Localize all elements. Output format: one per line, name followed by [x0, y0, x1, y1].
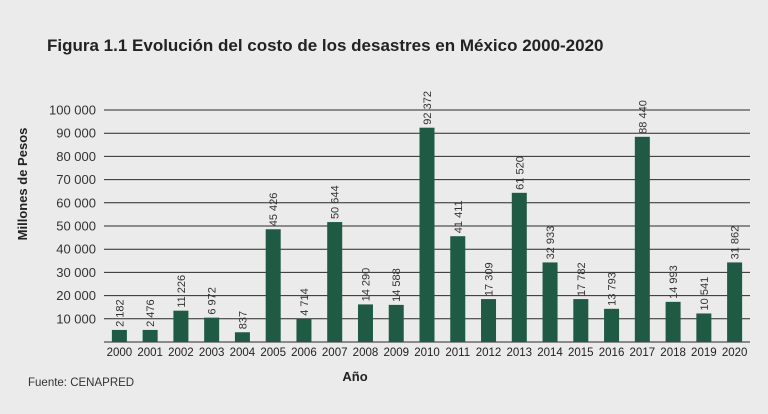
data-label: 837 — [237, 311, 249, 329]
data-label: 14 290 — [360, 268, 372, 302]
x-tick-label: 2011 — [445, 347, 470, 359]
bar — [419, 127, 435, 342]
bar — [727, 262, 743, 342]
y-tick-label: 80 000 — [56, 149, 96, 164]
data-label: 10 541 — [699, 277, 711, 311]
data-label: 45 426 — [268, 193, 280, 227]
bar — [296, 318, 312, 342]
bar — [204, 317, 220, 342]
bar — [542, 262, 558, 342]
data-label: 61 520 — [514, 156, 526, 190]
bar — [665, 301, 681, 342]
y-tick-label: 90 000 — [56, 126, 96, 141]
x-tick-label: 2015 — [568, 347, 594, 359]
x-tick-label: 2018 — [660, 347, 686, 359]
bar — [511, 192, 527, 342]
data-label: 17 309 — [484, 262, 496, 296]
data-label: 32 933 — [545, 226, 557, 260]
data-label: 50 644 — [330, 185, 342, 219]
bar — [388, 304, 404, 342]
x-tick-label: 2004 — [230, 347, 256, 359]
x-tick-label: 2007 — [322, 347, 348, 359]
x-tick-label: 2001 — [137, 347, 163, 359]
bar — [357, 304, 373, 342]
y-tick-label: 40 000 — [56, 242, 96, 257]
bars — [111, 127, 743, 342]
x-tick-label: 2019 — [691, 347, 717, 359]
x-axis-title: Año — [342, 369, 367, 384]
data-label: 14 993 — [668, 265, 680, 299]
bar — [111, 329, 127, 342]
x-tick-label: 2010 — [414, 347, 440, 359]
x-tick-label: 2014 — [537, 347, 563, 359]
bar — [604, 308, 620, 342]
y-tick-label: 70 000 — [56, 172, 96, 187]
data-labels: 2 182 2 476 11 226 6 972 837 45 426 4 714 50 64… — [114, 91, 741, 329]
y-tick-label: 30 000 — [56, 265, 96, 280]
chart-title: Figura 1.1 Evolución del costo de los de… — [47, 36, 604, 55]
data-label: 2 182 — [114, 299, 126, 327]
data-label: 88 440 — [637, 100, 649, 134]
x-tick-label: 2003 — [199, 347, 225, 359]
y-tick-label: 60 000 — [56, 195, 96, 210]
bar — [481, 299, 497, 342]
source-note: Fuente: CENAPRED — [28, 377, 134, 389]
bar — [634, 136, 650, 342]
data-label: 11 226 — [176, 275, 188, 308]
x-tick-label: 2008 — [353, 347, 379, 359]
bar — [327, 222, 343, 342]
bar — [450, 236, 466, 342]
data-label: 2 476 — [145, 299, 157, 327]
x-tick-label: 2002 — [168, 347, 194, 359]
y-tick-label: 100 000 — [49, 103, 96, 118]
bar — [234, 332, 250, 342]
data-label: 41 411 — [453, 200, 465, 233]
bar — [696, 313, 712, 342]
x-tick-label: 2020 — [722, 347, 748, 359]
data-label: 6 972 — [207, 287, 219, 315]
bar — [573, 299, 589, 342]
data-label: 13 793 — [607, 272, 619, 306]
y-axis-title: Millones de Pesos — [15, 128, 30, 241]
x-tick-label: 2012 — [476, 347, 502, 359]
y-tick-label: 10 000 — [56, 311, 96, 326]
x-tick-label: 2013 — [506, 347, 532, 359]
data-label: 92 372 — [422, 91, 434, 125]
bar — [265, 229, 281, 342]
x-tick-label: 2006 — [291, 347, 317, 359]
data-label: 4 714 — [299, 288, 311, 316]
data-label: 17 782 — [576, 262, 588, 296]
x-tick-label: 2016 — [599, 347, 625, 359]
bar — [142, 329, 158, 342]
y-tick-label: 50 000 — [56, 219, 96, 234]
x-tick-label: 2005 — [260, 347, 286, 359]
x-tick-label: 2009 — [383, 347, 409, 359]
x-axis-ticks: 2000 2001 2002 2003 2004 2005 2006 2007 2008 2009… — [107, 347, 748, 359]
data-label: 31 862 — [730, 226, 742, 260]
data-label: 14 588 — [391, 268, 403, 302]
x-tick-label: 2017 — [630, 347, 656, 359]
bar — [173, 310, 189, 342]
x-tick-label: 2000 — [107, 347, 133, 359]
y-axis-ticks: 10 000 20 000 30 000 40 000 50 000 60 000 70 0… — [49, 103, 96, 327]
y-tick-label: 20 000 — [56, 288, 96, 303]
